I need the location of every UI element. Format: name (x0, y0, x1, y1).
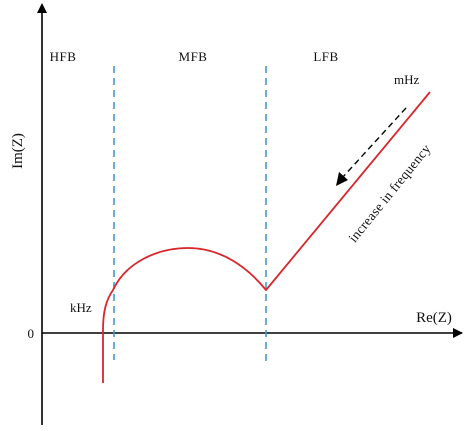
mhz-label: mHz (394, 72, 420, 87)
origin-label: 0 (28, 326, 35, 341)
impedance-curve (102, 91, 431, 383)
region-label-lfb: LFB (313, 49, 338, 64)
region-label-hfb: HFB (50, 49, 77, 64)
khz-label: kHz (70, 300, 92, 315)
frequency-arrow (341, 107, 407, 179)
frequency-arrow-head (336, 172, 348, 186)
x-axis-label: Re(Z) (416, 310, 452, 326)
y-axis-label: Im(Z) (10, 133, 26, 169)
region-label-mfb: MFB (179, 49, 208, 64)
increase-in-frequency-label: increase in frequency (345, 141, 433, 245)
